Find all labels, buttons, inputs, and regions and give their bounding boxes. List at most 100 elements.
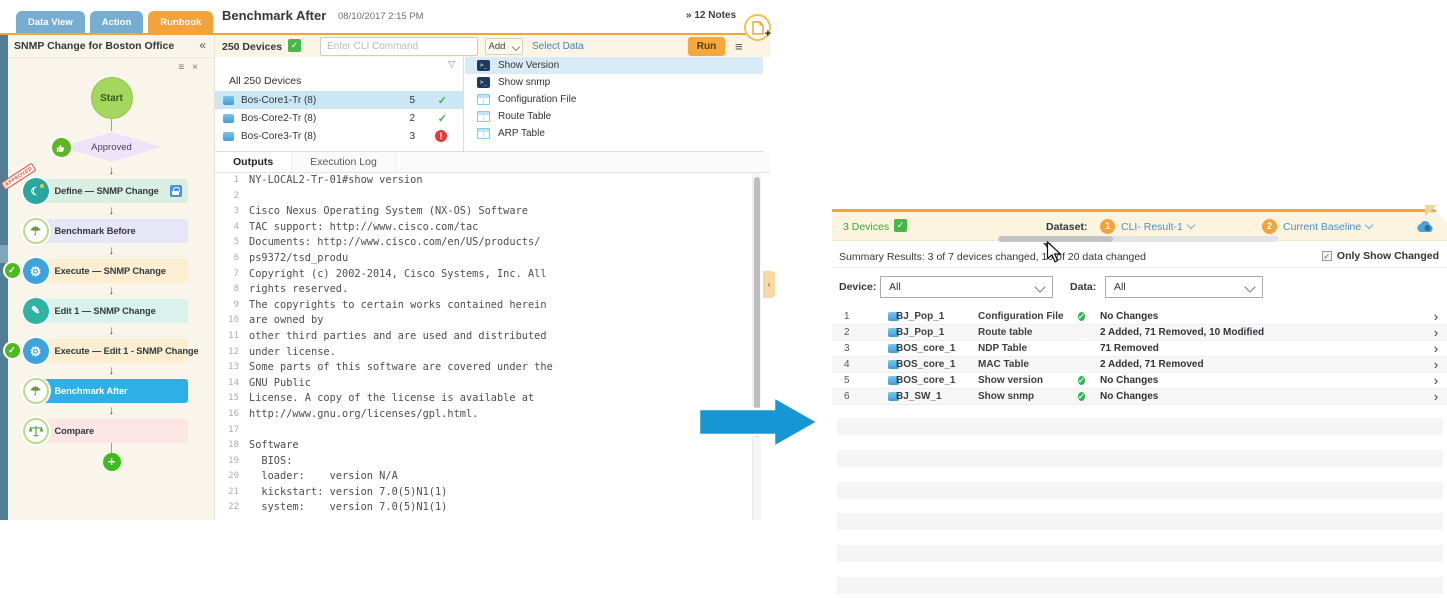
all-devices-label[interactable]: All 250 Devices <box>229 75 302 87</box>
close-icon[interactable]: × <box>192 62 206 73</box>
flow-arrow-icon: ↓ <box>108 323 115 337</box>
notes-toggle[interactable]: » 12 Notes <box>686 10 737 21</box>
data-filter-dropdown[interactable]: All <box>1105 276 1263 298</box>
line-number: 11 <box>228 330 239 341</box>
scrollbar-thumb[interactable] <box>754 177 760 437</box>
scrollbar-thumb[interactable] <box>998 236 1113 242</box>
sidebar-tool-icons[interactable]: ≡× <box>178 62 206 73</box>
line-text: http://www.gnu.org/licenses/gpl.html. <box>249 407 479 420</box>
row-expand-chevron[interactable]: › <box>1433 389 1439 404</box>
mouse-cursor <box>1046 241 1063 263</box>
line-number: 7 <box>233 268 239 279</box>
change-summary: 71 Removed <box>1100 343 1159 354</box>
data-filter-label: Data: <box>1070 281 1097 293</box>
result-row[interactable]: 4 BOS_core_1 MAC Table 2 Added, 71 Removed › <box>832 357 1447 373</box>
row-expand-chevron[interactable]: › <box>1433 309 1439 324</box>
output-tabs: Outputs Execution Log <box>215 152 770 173</box>
row-expand-chevron[interactable]: › <box>1433 373 1439 388</box>
line-text: BIOS: <box>249 454 293 467</box>
flow-step-compare[interactable]: Compare <box>22 418 188 444</box>
data-item-row[interactable]: >_ Show Version <box>465 57 763 74</box>
placeholder-row <box>837 513 1443 531</box>
menu-icon[interactable]: ≡ <box>735 39 743 54</box>
device-row[interactable]: Bos-Core2-Tr (8) 2 ✓ <box>215 109 463 127</box>
tab-data-view[interactable]: Data View <box>16 11 85 33</box>
result-row[interactable]: 5 BOS_core_1 Show version ✓ No Changes › <box>832 373 1447 389</box>
router-icon <box>888 328 899 337</box>
tab-runbook[interactable]: Runbook <box>148 11 214 33</box>
tab-action[interactable]: Action <box>89 11 144 33</box>
add-button[interactable]: Add <box>485 38 523 55</box>
run-button[interactable]: Run <box>688 37 725 56</box>
flow-connector <box>111 119 112 131</box>
line-text: Software <box>249 439 299 452</box>
data-item-row[interactable]: Configuration File <box>465 91 763 108</box>
device-filter-dropdown[interactable]: All <box>880 276 1053 298</box>
horizontal-scrollbar[interactable] <box>998 236 1278 242</box>
tab-execution-log[interactable]: Execution Log <box>292 152 396 172</box>
approved-label: Approved <box>91 141 132 153</box>
line-number: 22 <box>228 502 239 513</box>
line-number: 10 <box>228 315 239 326</box>
flow-step-define-snmp-change[interactable]: ☾ Define — SNMP Change APPROVED <box>0 162 188 204</box>
output-line: 6 ps9372/tsd_produ <box>215 251 752 267</box>
router-icon <box>888 360 899 369</box>
cloud-sync-icon[interactable] <box>1416 220 1435 233</box>
plus-glyph: + <box>764 28 771 40</box>
router-icon <box>888 376 899 385</box>
result-row[interactable]: 2 BJ_Pop_1 Route table 2 Added, 71 Removed,… <box>832 325 1447 341</box>
top-bar: Data View Action Runbook Benchmark After 0… <box>0 0 770 33</box>
add-step-button[interactable]: + <box>102 453 121 471</box>
result-row[interactable]: 1 BJ_Pop_1 Configuration File ✓ No Changes › <box>832 309 1447 325</box>
row-expand-chevron[interactable]: › <box>1433 341 1439 356</box>
menu-icon[interactable]: ≡ <box>178 62 193 73</box>
device-row[interactable]: Bos-Core1-Tr (8) 5 ✓ <box>215 91 463 109</box>
flow-step-edit-1-snmp-change[interactable]: ✎ Edit 1 — SNMP Change <box>22 298 188 324</box>
data-item-row[interactable]: Route Table <box>465 108 763 125</box>
filter-icon[interactable]: ▽ <box>448 59 455 69</box>
flow-start-node[interactable]: Start <box>90 77 133 119</box>
device-row[interactable]: Bos-Core3-Tr (8) 3! <box>215 127 463 145</box>
flow-arrow-icon: ↓ <box>108 163 115 177</box>
result-row[interactable]: 6 BJ_SW_1 Show snmp ✓ No Changes › <box>832 389 1447 405</box>
output-line: 15 License. A copy of the license is avai… <box>215 391 752 407</box>
row-expand-chevron[interactable]: › <box>1433 325 1439 340</box>
flow-arrow-icon: ↓ <box>108 363 115 377</box>
device-count-label[interactable]: 250 Devices <box>222 41 283 53</box>
cli-command-input[interactable] <box>320 37 478 56</box>
dataset2-dropdown[interactable]: Current Baseline <box>1283 220 1374 233</box>
line-number: 17 <box>228 424 239 435</box>
router-icon <box>888 312 899 321</box>
devices-count-label[interactable]: 3 Devices <box>843 221 890 233</box>
filter-row: Device: All Data: All <box>832 271 1447 305</box>
add-note-button[interactable]: + <box>744 14 771 41</box>
only-show-changed-checkbox[interactable]: ✓ <box>1321 251 1332 261</box>
collapse-icon[interactable]: « <box>199 38 206 52</box>
line-number: 4 <box>233 221 239 232</box>
runbook-sidebar: SNMP Change for Boston Office « ≡× Start… <box>0 35 215 520</box>
collapse-panel-tab[interactable]: ‹ <box>763 271 775 298</box>
output-scrollbar[interactable] <box>752 173 761 520</box>
row-expand-chevron[interactable]: › <box>1433 357 1439 372</box>
router-icon <box>223 113 234 123</box>
flow-step-benchmark-before[interactable]: ☂ Benchmark Before <box>22 218 188 244</box>
data-item-row[interactable]: ARP Table <box>465 125 763 142</box>
line-number: 5 <box>233 237 239 248</box>
flow-step-execute-edit-1-snmp-change[interactable]: ✓ ⚙ Execute — Edit 1 - SNMP Change <box>4 338 199 364</box>
device-data-count: 3 <box>409 130 415 142</box>
top-tabs: Data View Action Runbook <box>16 11 214 33</box>
output-line: 11 other third parties and are used and d… <box>215 329 752 345</box>
folded-corner-flap <box>1425 205 1437 217</box>
dataset1-dropdown[interactable]: CLI- Result-1 <box>1121 220 1196 233</box>
result-row[interactable]: 3 BOS_core_1 NDP Table 71 Removed › <box>832 341 1447 357</box>
data-item-row[interactable]: >_ Show snmp <box>465 74 763 91</box>
data-type-name: Show version <box>978 375 1044 386</box>
flow-decision-approved[interactable]: Approved <box>51 132 162 162</box>
select-data-link[interactable]: Select Data <box>532 41 584 52</box>
router-icon <box>888 392 899 401</box>
line-number: 20 <box>228 471 239 482</box>
flow-step-benchmark-after[interactable]: ☂ Benchmark After <box>22 378 188 404</box>
flow-step-execute-snmp-change[interactable]: ✓ ⚙ Execute — SNMP Change <box>4 258 188 284</box>
tab-outputs[interactable]: Outputs <box>215 152 293 172</box>
output-line: 9 The copyrights to certain works contain… <box>215 298 752 314</box>
